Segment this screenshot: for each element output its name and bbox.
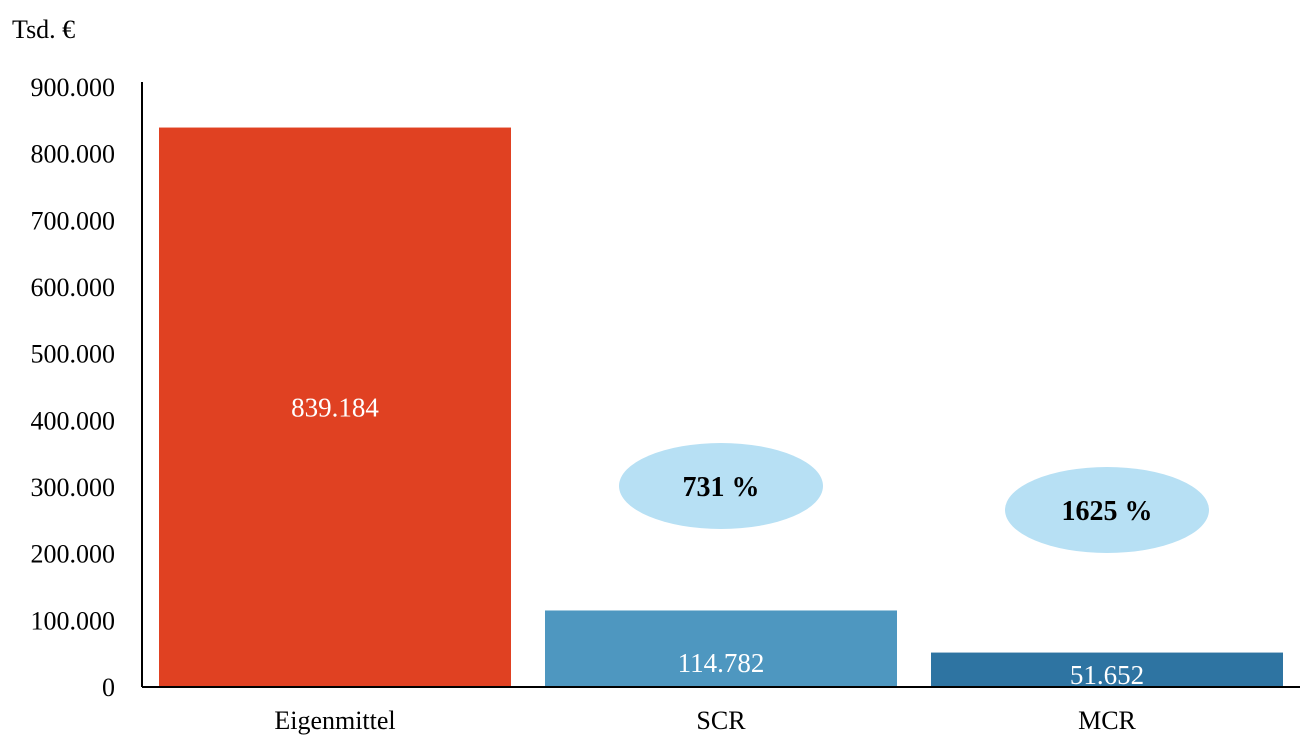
y-tick-label: 300.000 bbox=[31, 473, 116, 502]
ratio-label: 1625 % bbox=[1062, 496, 1153, 527]
bar-value-label: 839.184 bbox=[291, 392, 379, 422]
ratio-label: 731 % bbox=[683, 472, 760, 503]
bar-mcr bbox=[931, 652, 1283, 687]
unit-label: Tsd. € bbox=[12, 15, 75, 44]
ratio-bubble: 731 % bbox=[619, 443, 823, 529]
x-tick-label: Eigenmittel bbox=[274, 706, 395, 735]
y-tick-label: 600.000 bbox=[31, 273, 116, 302]
x-tick-label: SCR bbox=[696, 706, 746, 735]
ratio-ellipse bbox=[1005, 467, 1209, 553]
ratio-bubble: 1625 % bbox=[1005, 467, 1209, 553]
y-tick-label: 800.000 bbox=[31, 140, 116, 169]
y-tick-label: 700.000 bbox=[31, 206, 116, 235]
bar-scr bbox=[545, 610, 897, 687]
bar-value-label: 51.652 bbox=[1070, 660, 1144, 690]
ratio-bubbles: 731 % 1625 % bbox=[619, 443, 1209, 553]
y-tick-label: 200.000 bbox=[31, 540, 116, 569]
y-tick-label: 400.000 bbox=[31, 406, 116, 435]
x-tick-label: MCR bbox=[1078, 706, 1136, 735]
y-tick-label: 100.000 bbox=[31, 606, 116, 635]
x-axis-ticks: Eigenmittel SCR MCR bbox=[274, 706, 1136, 735]
bar-value-labels: 839.184 114.782 51.652 bbox=[291, 392, 1144, 690]
bar-eigenmittel bbox=[159, 127, 511, 687]
y-tick-label: 500.000 bbox=[31, 340, 116, 369]
y-axis-ticks: 0 100.000 200.000 300.000 400.000 500.000 600.… bbox=[31, 73, 116, 702]
bars bbox=[159, 127, 1283, 687]
y-tick-label: 0 bbox=[102, 673, 115, 702]
bar-value-label: 114.782 bbox=[678, 648, 765, 678]
y-tick-label: 900.000 bbox=[31, 73, 116, 102]
ratio-ellipse bbox=[619, 443, 823, 529]
